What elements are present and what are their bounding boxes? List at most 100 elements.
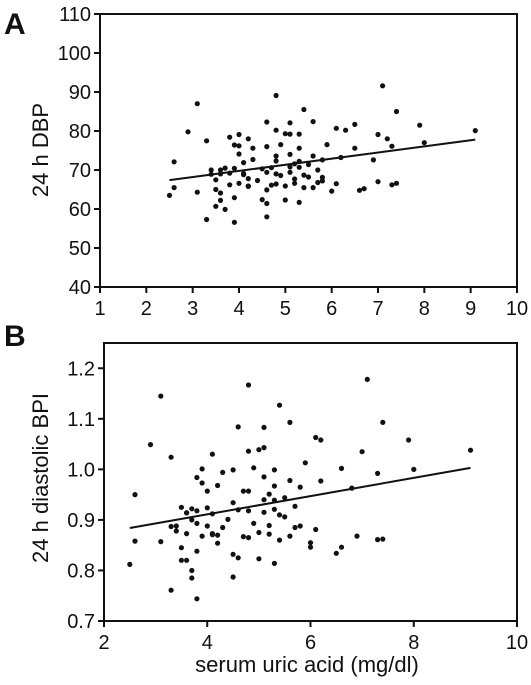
panel-a-x-tick-label: 2	[141, 298, 152, 320]
panel-b-y-tick-label: 1.1	[67, 409, 95, 431]
panel-a-y-tick-label: 90	[69, 82, 91, 104]
panel-b-data-point	[467, 447, 474, 453]
panel-a-data-point	[287, 164, 293, 170]
panel-b-data-point	[230, 467, 236, 473]
panel-a-data-point	[333, 125, 339, 131]
panel-a-data-point	[310, 119, 316, 125]
panel-b-data-point	[215, 540, 221, 546]
panel-b-data-point	[271, 560, 277, 567]
panel-b-data-point	[266, 531, 272, 537]
panel-a-data-point	[236, 180, 242, 186]
panel-b-x-tick-label: 6	[305, 632, 316, 654]
panel-a-data-point	[236, 143, 242, 149]
panel-a-data-point	[282, 131, 288, 137]
panel-a-data-point	[310, 185, 316, 191]
panel-a-data-point	[296, 199, 302, 205]
panel-a-data-point	[264, 200, 270, 207]
panel-b-data-point	[261, 424, 267, 430]
panel-b-data-point	[230, 551, 236, 557]
panel-b-data-point	[184, 531, 190, 537]
panel-a-x-tick-label: 8	[419, 298, 430, 320]
panel-a-x-tick-label: 4	[233, 298, 244, 320]
panel-a-data-point	[208, 167, 214, 173]
panel-a-data-point	[236, 131, 242, 138]
panel-a-data-point	[245, 183, 251, 189]
panel-a-data-point	[250, 145, 256, 151]
panel-b-data-point	[204, 505, 210, 511]
panel-b-regression-line	[129, 466, 471, 529]
panel-b-data-point	[199, 480, 205, 486]
panel-b-data-point	[338, 544, 345, 550]
panel-b-data-point	[147, 442, 154, 448]
panel-b-data-point	[302, 460, 308, 466]
panel-b-data-point	[411, 466, 417, 472]
panel-a-data-point	[222, 165, 228, 171]
panel-a-y-tick-label: 110	[59, 4, 91, 26]
panel-a-letter: A	[4, 8, 26, 41]
panel-a-data-point	[166, 192, 173, 198]
panel-b-data-point	[271, 467, 277, 473]
panel-a-data-point	[393, 180, 400, 186]
panel-b-data-point	[168, 523, 174, 530]
panel-a-data-point	[278, 142, 284, 148]
panel-b-data-point	[220, 524, 226, 531]
panel-a-data-point	[305, 174, 312, 180]
panel-b-data-point	[266, 491, 272, 497]
panel-b-data-point	[297, 484, 303, 490]
panel-b-data-point	[266, 522, 272, 529]
panel-b-data-point	[209, 532, 215, 538]
panel-b-y-tick-label: 0.8	[67, 560, 95, 582]
panel-a-data-point	[236, 151, 242, 157]
panel-a-data-point	[264, 214, 270, 220]
panel-a-data-point	[417, 122, 423, 128]
panel-a-data-point	[333, 181, 339, 187]
panel-a-x-tick-label: 6	[326, 298, 337, 320]
panel-b-data-point	[168, 587, 174, 593]
panel-a-data-point	[213, 203, 219, 209]
panel-a-x-tick-label: 1	[94, 298, 105, 320]
panel-a-data-point	[250, 156, 256, 163]
panel-a-data-point	[282, 197, 288, 203]
panel-b-data-point	[313, 434, 319, 441]
panel-b-y-tick-label: 1.2	[67, 358, 95, 380]
panel-b-data-point	[127, 561, 133, 568]
panel-b-data-point	[225, 516, 231, 523]
panel-a-data-point	[472, 128, 478, 134]
panel-b-data-point	[364, 376, 370, 382]
panel-b-data-point	[292, 503, 298, 509]
panel-a-data-point	[213, 177, 219, 183]
panel-a-regression-line	[169, 138, 476, 182]
panel-a-data-point	[296, 131, 302, 137]
panel-b-data-point	[215, 482, 221, 489]
panel-b-data-point	[178, 545, 184, 551]
panel-a-data-point	[245, 176, 251, 182]
panel-a-data-point	[380, 83, 386, 89]
panel-a-data-point	[305, 161, 312, 168]
panel-a-data-point	[264, 169, 270, 175]
panel-a-data-point	[301, 172, 307, 178]
panel-b-data-point	[189, 517, 195, 523]
panel-b-data-point	[204, 488, 210, 494]
panel-a-data-point	[393, 108, 400, 115]
panel-b-data-point	[240, 488, 246, 494]
panel-a-data-point	[361, 186, 367, 192]
panel-b-data-point	[245, 535, 252, 541]
panel-b-data-point	[240, 534, 246, 540]
panel-a-data-point	[171, 159, 177, 165]
panel-b-data-point	[235, 555, 241, 561]
panel-b-plot: 0.7 0.8 0.9 1.0 1.1 1.2 2 4 6 8 10	[67, 342, 528, 654]
panel-b-data-point	[189, 575, 195, 581]
panel-b-x-tick-label: 10	[506, 632, 528, 654]
panel-a-data-point	[259, 197, 265, 203]
panel-b-data-point	[276, 402, 283, 408]
panel-a-data-point	[264, 187, 270, 193]
panel-a-data-point	[301, 106, 307, 113]
panel-a-data-point	[301, 185, 307, 191]
panel-a-data-point	[287, 169, 293, 175]
panel-b-data-point	[158, 393, 164, 399]
panel-b-data-point	[261, 445, 267, 451]
panel-b-data-point	[199, 466, 205, 472]
panel-a-data-point	[222, 206, 228, 212]
panel-b-data-point	[132, 492, 138, 498]
panel-a-y-axis-title: 24 h DBP	[28, 103, 53, 197]
